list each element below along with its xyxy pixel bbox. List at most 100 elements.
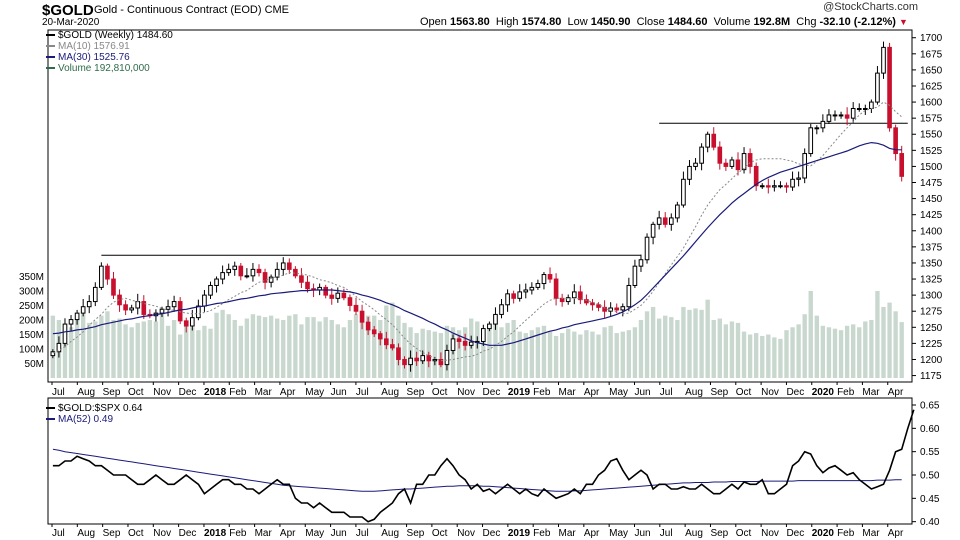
candle-body bbox=[523, 289, 529, 293]
volume-bar bbox=[681, 306, 686, 378]
volume-bar bbox=[196, 330, 201, 378]
volume-bar bbox=[675, 320, 680, 378]
candle-body bbox=[753, 165, 759, 187]
candle-body bbox=[717, 146, 723, 164]
price-xtick-label: Mar bbox=[559, 387, 577, 398]
candle-body bbox=[62, 323, 68, 344]
volume-bar bbox=[893, 311, 898, 378]
candle-body bbox=[202, 294, 207, 307]
candle-body bbox=[632, 265, 638, 286]
legend-label: $GOLD:$SPX 0.64 bbox=[58, 403, 143, 414]
volume-bar bbox=[511, 320, 516, 378]
volume-bar bbox=[347, 320, 353, 378]
volume-value: 192.8M bbox=[753, 16, 791, 28]
volume-bar bbox=[202, 325, 207, 378]
volume-tick-label: 300M bbox=[19, 287, 44, 298]
price-xtick-label: Apr bbox=[888, 387, 904, 398]
volume-bar bbox=[153, 321, 159, 378]
candle-body bbox=[189, 317, 195, 327]
price-tick-label: 1400 bbox=[920, 226, 943, 237]
legend-swatch-icon bbox=[46, 34, 55, 37]
volume-bar bbox=[147, 320, 153, 378]
legend-swatch-icon bbox=[46, 418, 55, 421]
volume-bar bbox=[553, 335, 559, 378]
volume-bar bbox=[117, 318, 122, 378]
volume-bar bbox=[378, 320, 383, 378]
candle-body bbox=[396, 347, 401, 360]
candle-body bbox=[256, 268, 262, 274]
volume-bar bbox=[626, 330, 632, 378]
candle-body bbox=[111, 278, 116, 296]
ma10-line bbox=[52, 101, 903, 362]
volume-bar bbox=[341, 327, 347, 378]
volume-bar bbox=[517, 331, 522, 378]
candle-body bbox=[838, 114, 844, 117]
price-xtick-label: Sep bbox=[407, 387, 425, 398]
candle-body bbox=[850, 108, 856, 119]
high-label: High bbox=[495, 16, 519, 28]
candle-body bbox=[602, 306, 607, 312]
candle-body bbox=[711, 133, 717, 148]
chart-header: $GOLD Gold - Continuous Contract (EOD) C… bbox=[0, 0, 960, 30]
candle-body bbox=[565, 297, 571, 303]
price-xtick-label: Sep bbox=[710, 387, 728, 398]
price-xtick-label: Jun bbox=[634, 387, 650, 398]
legend-entry: MA(30) 1525.76 bbox=[46, 52, 173, 63]
price-xtick-label: May bbox=[609, 387, 628, 398]
volume-bar bbox=[638, 320, 644, 378]
candle-body bbox=[869, 101, 874, 110]
volume-bar bbox=[796, 324, 801, 378]
price-tick-label: 1300 bbox=[920, 291, 943, 302]
volume-bar bbox=[650, 306, 656, 378]
volume-bar bbox=[869, 320, 874, 378]
price-xtick-label: Aug bbox=[77, 387, 95, 398]
ratio-legend: $GOLD:$SPX 0.64 MA(52) 0.49 bbox=[46, 403, 143, 425]
candle-body bbox=[414, 357, 419, 362]
candle-body bbox=[50, 351, 56, 357]
candle-body bbox=[662, 217, 668, 225]
chart-date: 20-Mar-2020 bbox=[42, 17, 100, 28]
volume-bar bbox=[608, 325, 613, 378]
candle-body bbox=[687, 165, 692, 180]
volume-bar bbox=[123, 324, 128, 378]
volume-bar bbox=[487, 325, 492, 378]
ratio-tick-label: 0.40 bbox=[920, 517, 940, 528]
legend-swatch-icon bbox=[46, 67, 55, 70]
candle-body bbox=[759, 185, 765, 188]
symbol-description: Gold - Continuous Contract (EOD) CME bbox=[94, 4, 289, 16]
price-tick-label: 1350 bbox=[920, 258, 943, 269]
candle-body bbox=[735, 159, 741, 171]
candle-body bbox=[584, 299, 589, 304]
volume-bar bbox=[729, 321, 735, 378]
price-tick-label: 1375 bbox=[920, 242, 943, 253]
price-tick-label: 1250 bbox=[920, 323, 943, 334]
candle-body bbox=[92, 286, 98, 303]
candle-body bbox=[74, 312, 80, 321]
candle-body bbox=[747, 153, 753, 167]
volume-bar bbox=[462, 327, 468, 378]
volume-bar bbox=[620, 331, 625, 378]
volume-tick-label: 200M bbox=[19, 316, 44, 327]
price-xtick-label: Sep bbox=[103, 387, 121, 398]
ratio-tick-label: 0.65 bbox=[920, 401, 940, 412]
volume-bar bbox=[220, 309, 225, 378]
candle-body bbox=[808, 127, 814, 155]
candle-body bbox=[626, 284, 632, 308]
volume-bar bbox=[50, 315, 56, 378]
candle-body bbox=[765, 185, 771, 188]
price-tick-label: 1525 bbox=[920, 146, 943, 157]
price-xtick-label: Dec bbox=[179, 387, 197, 398]
volume-bar bbox=[305, 317, 310, 378]
volume-bar bbox=[165, 325, 171, 378]
candle-body bbox=[790, 178, 795, 188]
candle-body bbox=[493, 313, 498, 325]
legend-label: $GOLD (Weekly) 1484.60 bbox=[58, 30, 173, 41]
volume-bar bbox=[541, 325, 547, 378]
candle-body bbox=[135, 301, 141, 309]
volume-bar bbox=[535, 327, 541, 378]
candle-body bbox=[820, 120, 826, 129]
volume-bar bbox=[432, 331, 438, 378]
ratio-tick-label: 0.45 bbox=[920, 494, 940, 505]
price-xtick-label: Dec bbox=[483, 387, 501, 398]
volume-bar bbox=[141, 321, 146, 378]
